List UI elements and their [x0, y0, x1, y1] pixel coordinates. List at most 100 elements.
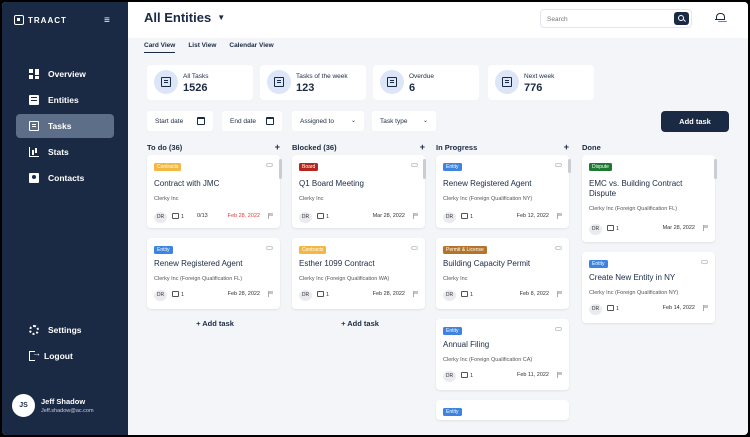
flag-icon[interactable]	[268, 213, 273, 219]
flag-icon[interactable]	[703, 225, 708, 231]
stat-label: Next week	[524, 73, 555, 80]
search-input[interactable]	[547, 13, 667, 25]
link-icon[interactable]	[411, 163, 418, 167]
task-card[interactable]: Dispute EMC vs. Building Contract Disput…	[582, 155, 715, 242]
category-badge: Entity	[443, 408, 462, 416]
card-meta: DR 1 Mar 28, 2022	[589, 224, 709, 235]
column-title: To do (36)	[147, 143, 183, 152]
stat-value: 6	[409, 82, 416, 94]
search-icon[interactable]	[674, 12, 689, 25]
task-card[interactable]: Contracts Esther 1099 Contract Clerky In…	[292, 238, 425, 309]
task-card[interactable]: Entity Renew Registered Agent Clerky Inc…	[147, 238, 280, 309]
flag-icon[interactable]	[557, 372, 562, 378]
card-title: Create New Entity in NY	[589, 273, 676, 282]
sidebar-item-label: Tasks	[48, 121, 72, 131]
card-meta: DR 1 Feb 11, 2022	[443, 371, 563, 382]
column-scrollbar[interactable]	[423, 159, 426, 179]
task-card[interactable]: Entity	[436, 400, 569, 420]
tab-list-view[interactable]: List View	[188, 42, 217, 49]
subtask-progress: 0/13	[197, 213, 208, 219]
task-card[interactable]: Entity Annual Filing Clerky Inc (Foreign…	[436, 319, 569, 390]
logo-icon	[14, 15, 24, 25]
calendar-icon	[267, 70, 291, 94]
flag-icon[interactable]	[557, 213, 562, 219]
card-meta: DR 1 Feb 14, 2022	[589, 304, 709, 315]
tab-calendar-view[interactable]: Calendar View	[229, 42, 274, 49]
link-icon[interactable]	[411, 246, 418, 250]
sidebar-item-settings[interactable]: Settings	[16, 318, 114, 342]
bell-icon[interactable]	[715, 12, 725, 22]
user-profile[interactable]: JS Jeff Shadow Jeff.shadow@ac.com	[12, 394, 94, 417]
filter-label: End date	[230, 117, 257, 125]
add-icon[interactable]: +	[419, 142, 425, 152]
building-icon	[29, 95, 39, 105]
card-subtitle: Clerky Inc (Foreign Qualification WA)	[299, 276, 390, 282]
card-title: Esther 1099 Contract	[299, 259, 375, 268]
collapse-menu-icon[interactable]: ≡	[104, 15, 110, 26]
flag-icon[interactable]	[413, 291, 418, 297]
add-icon[interactable]: +	[274, 142, 280, 152]
column-done: Done Dispute EMC vs. Building Contract D…	[582, 143, 718, 333]
comment-icon: 1	[172, 213, 184, 220]
link-icon[interactable]	[555, 327, 562, 331]
assigned-to-filter[interactable]: Assigned to ⌄	[292, 111, 364, 131]
filter-label: Assigned to	[300, 117, 334, 125]
link-icon[interactable]	[266, 246, 273, 250]
add-task-link[interactable]: + Add task	[341, 319, 379, 328]
sidebar-item-entities[interactable]: Entities	[16, 88, 114, 112]
assignee-avatar: DR	[154, 290, 167, 301]
tasks-icon	[29, 121, 39, 131]
column-scrollbar[interactable]	[568, 159, 571, 173]
sidebar-item-contacts[interactable]: Contacts	[16, 166, 114, 190]
gear-icon	[29, 325, 39, 335]
link-icon[interactable]	[555, 246, 562, 250]
sidebar-item-tasks[interactable]: Tasks	[16, 114, 114, 138]
link-icon[interactable]	[701, 260, 708, 264]
card-title: EMC vs. Building Contract Dispute	[589, 179, 683, 198]
sidebar-item-stats[interactable]: Stats	[16, 140, 114, 164]
category-badge: Dispute	[589, 163, 612, 171]
start-date-filter[interactable]: Start date	[147, 111, 213, 131]
flag-icon[interactable]	[413, 213, 418, 219]
logo-text: TRAACT	[28, 15, 67, 25]
stat-next-week: Next week 776	[488, 65, 594, 100]
card-meta: DR 1 Feb 8, 2022	[443, 290, 563, 301]
flag-icon[interactable]	[268, 291, 273, 297]
add-icon[interactable]: +	[563, 142, 569, 152]
entity-selector[interactable]: All Entities ▼	[144, 10, 225, 25]
task-card[interactable]: Entity Renew Registered Agent Clerky Inc…	[436, 155, 569, 228]
sidebar-item-label: Entities	[48, 95, 79, 105]
column-title: Blocked (36)	[292, 143, 337, 152]
column-scrollbar[interactable]	[714, 159, 717, 179]
task-type-filter[interactable]: Task type ⌄	[372, 111, 436, 131]
grid-icon	[29, 69, 39, 79]
due-date: Feb 8, 2022	[519, 291, 549, 297]
assignee-avatar: DR	[443, 212, 456, 223]
end-date-filter[interactable]: End date	[222, 111, 282, 131]
search-box	[540, 9, 692, 28]
tab-card-view[interactable]: Card View	[144, 42, 176, 53]
sidebar-item-overview[interactable]: Overview	[16, 62, 114, 86]
flag-icon[interactable]	[703, 305, 708, 311]
card-subtitle: Clerky Inc	[299, 196, 324, 202]
sidebar-item-logout[interactable]: Logout	[16, 344, 114, 368]
task-card[interactable]: Permit & License Building Capacity Permi…	[436, 238, 569, 309]
tasks-icon	[154, 70, 178, 94]
task-card[interactable]: Contracts Contract with JMC Clerky Inc D…	[147, 155, 280, 228]
link-icon[interactable]	[266, 163, 273, 167]
link-icon[interactable]	[555, 163, 562, 167]
category-badge: Entity	[443, 327, 462, 335]
column-scrollbar[interactable]	[279, 159, 282, 179]
logo[interactable]: TRAACT	[14, 15, 67, 25]
add-task-link[interactable]: + Add task	[196, 319, 234, 328]
flag-icon[interactable]	[557, 291, 562, 297]
card-meta: DR 1 Feb 28, 2022	[154, 290, 274, 301]
add-task-button[interactable]: Add task	[661, 111, 729, 132]
column-todo: To do (36) + Contracts Contract with JMC…	[147, 142, 283, 328]
task-card[interactable]: Board Q1 Board Meeting Clerky Inc DR 1 M…	[292, 155, 425, 228]
user-email: Jeff.shadow@ac.com	[41, 408, 94, 414]
card-subtitle: Clerky Inc (Foreign Qualification NY)	[589, 290, 679, 296]
task-card[interactable]: Entity Create New Entity in NY Clerky In…	[582, 252, 715, 323]
stat-label: Overdue	[409, 73, 434, 80]
